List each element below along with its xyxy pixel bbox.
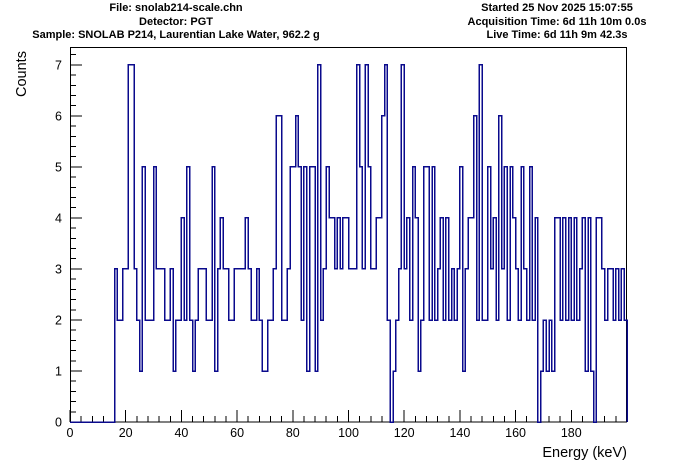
y-tick-label: 5 bbox=[55, 160, 62, 174]
file-name-label: File: snolab214-scale.chn bbox=[109, 2, 243, 14]
x-axis-title: Energy (keV) bbox=[542, 445, 627, 461]
x-axis-ticks bbox=[69, 410, 628, 422]
sample-label: Sample: SNOLAB P214, Laurentian Lake Wat… bbox=[32, 29, 320, 41]
y-tick-label: 1 bbox=[55, 364, 62, 378]
y-axis-title: Counts bbox=[14, 51, 30, 97]
y-tick-label: 3 bbox=[55, 262, 62, 276]
x-tick-label: 120 bbox=[394, 426, 415, 440]
x-tick-label: 140 bbox=[449, 426, 470, 440]
x-tick-label: 60 bbox=[230, 426, 244, 440]
y-tick-label: 4 bbox=[55, 211, 62, 225]
x-tick-label: 0 bbox=[67, 426, 74, 440]
x-tick-label: 20 bbox=[119, 426, 133, 440]
y-tick-label: 7 bbox=[55, 58, 62, 72]
acquisition-info-block: Started 25 Nov 2025 15:07:55 Acquisition… bbox=[417, 2, 696, 43]
start-time-label: Started 25 Nov 2025 15:07:55 bbox=[481, 2, 633, 14]
file-info-block: File: snolab214-scale.chn Detector: PGT … bbox=[0, 2, 352, 43]
x-tick-label: 160 bbox=[505, 426, 526, 440]
x-tick-label: 80 bbox=[286, 426, 300, 440]
y-axis-ticks bbox=[70, 54, 82, 423]
detector-label: Detector: PGT bbox=[139, 15, 213, 28]
acquisition-time-label: Acquisition Time: 6d 11h 10m 0.0s bbox=[467, 15, 647, 28]
y-axis-tick-labels: 0 1 2 3 4 5 6 7 bbox=[55, 58, 62, 429]
y-tick-label: 0 bbox=[55, 416, 62, 430]
y-tick-label: 2 bbox=[55, 313, 62, 327]
x-tick-label: 100 bbox=[338, 426, 359, 440]
x-tick-label: 180 bbox=[561, 426, 582, 440]
x-tick-label: 40 bbox=[174, 426, 188, 440]
live-time-label: Live Time: 6d 11h 9m 42.3s bbox=[486, 29, 628, 41]
x-axis-tick-labels: 0 20 40 60 80 100 120 140 160 180 bbox=[67, 426, 582, 440]
y-tick-label: 6 bbox=[55, 109, 62, 123]
histogram-line bbox=[70, 64, 628, 423]
